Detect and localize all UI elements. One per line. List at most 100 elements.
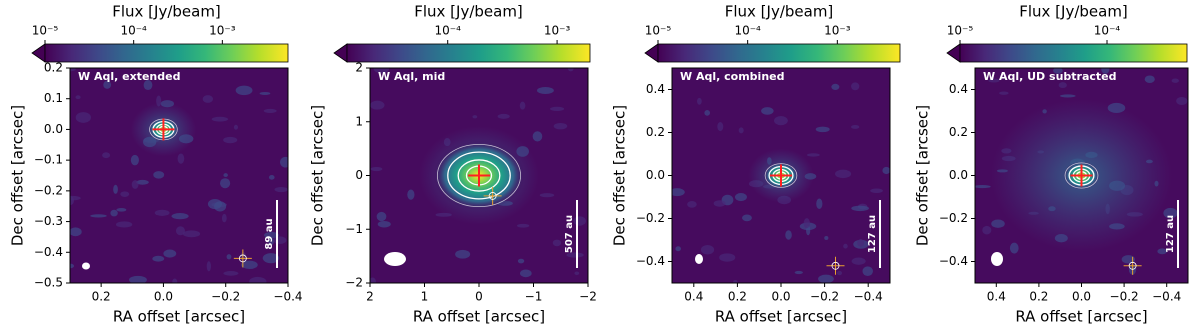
noise-patch — [370, 100, 385, 110]
noise-patch — [843, 243, 848, 249]
noise-patch — [128, 275, 147, 283]
noise-patch — [851, 257, 866, 265]
x-tick-label: −2 — [579, 290, 597, 304]
noise-patch — [274, 186, 288, 193]
colorbar-tick-label: 10⁻⁴ — [120, 24, 147, 38]
contour — [436, 143, 522, 208]
noise-patch — [177, 153, 185, 164]
noise-patch — [497, 113, 510, 119]
companion-contour — [488, 192, 497, 200]
noise-patch — [241, 260, 258, 270]
noise-patch — [573, 216, 586, 226]
y-tick-label: 0.0 — [949, 168, 968, 182]
noise-patch — [991, 219, 1005, 228]
noise-patch — [70, 195, 81, 201]
noise-patch — [206, 261, 211, 272]
y-tick-label: −0.1 — [34, 153, 63, 167]
y-tick-label: −0.4 — [34, 245, 63, 259]
noise-patch — [519, 101, 526, 110]
noise-patch — [733, 279, 738, 283]
noise-patch — [818, 274, 834, 283]
beam — [991, 252, 1003, 266]
noise-patch — [171, 213, 189, 220]
x-tick-label: −0.4 — [854, 290, 883, 304]
x-tick-label: 0.2 — [1029, 290, 1048, 304]
plot-frame — [69, 67, 289, 284]
x-axis-label: RA offset [arcsec] — [413, 308, 545, 326]
colorbar-tick-label: 10⁻³ — [824, 24, 851, 38]
noise-patch — [264, 231, 279, 239]
image-layer — [70, 68, 288, 283]
noise-patch — [536, 86, 554, 95]
colorbar-extend — [644, 43, 659, 63]
noise-patch — [202, 95, 214, 103]
noise-patch — [1101, 68, 1110, 74]
noise-patch — [532, 131, 543, 142]
noise-patch — [472, 115, 478, 119]
y-tick-label: 0.1 — [44, 91, 63, 105]
noise-patch — [377, 220, 391, 228]
image-layer — [370, 68, 588, 283]
x-tick-label: 0.0 — [1072, 290, 1091, 304]
noise-patch — [1009, 242, 1019, 254]
noise-patch — [574, 271, 580, 276]
noise-patch — [268, 175, 275, 180]
x-tick-label: 0.2 — [728, 290, 747, 304]
y-tick-label: −0.4 — [939, 254, 968, 268]
noise-patch — [1157, 248, 1168, 255]
contour — [764, 163, 798, 188]
noise-patch — [1171, 78, 1179, 83]
noise-patch — [836, 270, 843, 276]
noise-patch — [75, 112, 91, 123]
y-axis-label: Dec offset [arcsec] — [611, 105, 629, 246]
x-axis-label: RA offset [arcsec] — [1015, 308, 1147, 326]
noise-patch — [857, 239, 865, 247]
y-tick-label: 0.0 — [646, 168, 665, 182]
colorbar-label: Flux [Jy/beam] — [414, 3, 523, 21]
noise-patch — [550, 106, 565, 112]
colorbar-tick-label: 10⁻⁴ — [1094, 24, 1121, 38]
noise-patch — [851, 205, 869, 212]
colorbar — [346, 43, 591, 63]
x-tick-label: −1 — [525, 290, 543, 304]
x-tick-label: −0.4 — [1152, 290, 1181, 304]
noise-patch — [988, 78, 1000, 83]
noise-patch — [834, 169, 852, 179]
y-tick-label: 0.4 — [949, 82, 968, 96]
noise-patch — [1144, 75, 1155, 84]
noise-patch — [233, 124, 238, 130]
noise-patch — [103, 80, 112, 89]
panel-title: W Aql, combined — [680, 70, 784, 83]
noise-patch — [130, 154, 139, 166]
x-axis-label: RA offset [arcsec] — [113, 308, 245, 326]
noise-patch — [120, 191, 130, 197]
noise-patch — [687, 201, 697, 208]
x-tick-label: 0 — [475, 290, 483, 304]
image-layer — [975, 68, 1188, 283]
colorbar-label: Flux [Jy/beam] — [1019, 3, 1128, 21]
companion-contour — [1128, 261, 1137, 270]
noise-patch — [999, 91, 1009, 95]
y-axis-label: Dec offset [arcsec] — [9, 105, 27, 246]
noise-patch — [143, 80, 153, 91]
beam — [384, 252, 406, 266]
noise-patch — [824, 236, 829, 240]
noise-patch — [539, 193, 555, 198]
noise-patch — [163, 249, 177, 258]
noise-patch — [407, 189, 415, 200]
noise-patch — [982, 225, 992, 235]
noise-patch — [567, 68, 574, 72]
noise-patch — [263, 108, 277, 113]
scale-bar-label: 127 au — [867, 215, 878, 253]
noise-patch — [566, 252, 584, 258]
colorbar-label: Flux [Jy/beam] — [112, 3, 221, 21]
y-tick-label: −0.5 — [34, 276, 63, 290]
y-tick-label: 0.0 — [44, 122, 63, 136]
noise-patch — [851, 82, 860, 91]
noise-patch — [153, 171, 165, 179]
x-tick-label: 0.4 — [684, 290, 703, 304]
noise-patch — [262, 253, 280, 264]
x-tick-label: 0.0 — [154, 290, 173, 304]
noise-patch — [75, 95, 81, 100]
y-tick-label: −0.2 — [34, 183, 63, 197]
